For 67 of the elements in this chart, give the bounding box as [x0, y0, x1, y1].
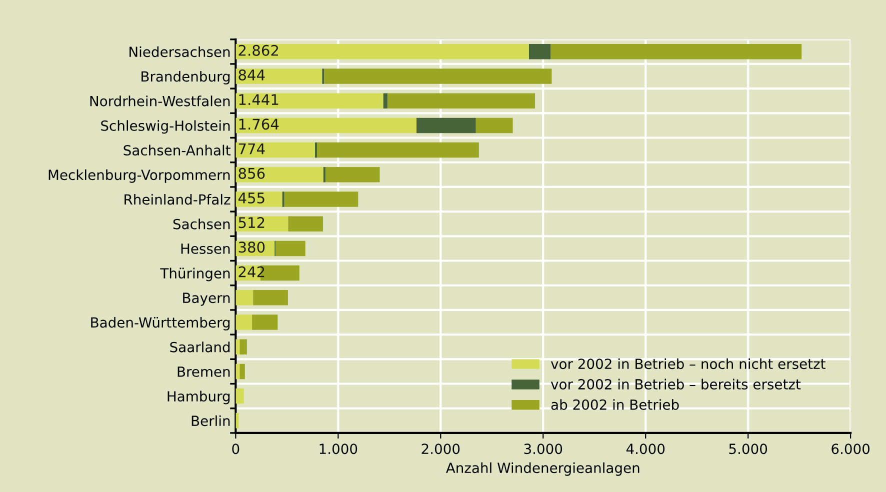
legend-label: ab 2002 in Betrieb	[551, 399, 679, 410]
data-label: 774	[238, 143, 265, 154]
y-tick-label: Sachsen-Anhalt	[124, 144, 230, 156]
bar	[383, 93, 388, 108]
x-axis-title: Anzahl Windenergieanlagen	[446, 462, 640, 476]
bar	[240, 364, 245, 380]
bar	[252, 314, 278, 330]
bar	[324, 68, 552, 84]
bar	[236, 142, 315, 158]
data-label: 856	[238, 168, 265, 179]
bar	[416, 118, 476, 134]
bar	[387, 93, 536, 108]
bar	[236, 314, 252, 330]
y-tick-label: Thüringen	[160, 268, 230, 282]
bar	[276, 240, 306, 256]
x-tick-label: 3.000	[524, 444, 562, 454]
bar	[253, 290, 288, 306]
bar	[236, 93, 384, 108]
data-label: 2.862	[238, 44, 278, 56]
bar	[528, 44, 550, 60]
x-tick-label: 2.000	[422, 444, 460, 454]
y-tick-label: Bayern	[183, 292, 230, 306]
data-label: 242	[238, 266, 264, 278]
bar	[236, 44, 529, 60]
bar	[550, 44, 802, 60]
data-label: 1.764	[239, 118, 279, 130]
y-tick-label: Mecklenburg-Vorpommern	[48, 169, 230, 183]
x-tick-label: 5.000	[729, 444, 768, 454]
legend-label: vor 2002 in Betrieb – noch nicht ersetzt	[550, 358, 826, 370]
bar	[317, 142, 479, 158]
bar	[236, 118, 416, 134]
x-tick-label: 0	[232, 444, 240, 454]
y-tick-label: Schleswig-Holstein	[101, 120, 230, 134]
bar	[236, 216, 288, 232]
bar	[236, 364, 240, 380]
y-tick-label: Saarland	[170, 342, 230, 352]
y-tick-label: Nordrhein-Westfalen	[90, 96, 230, 106]
bar	[240, 339, 247, 354]
bar	[236, 290, 254, 306]
bar	[236, 68, 322, 84]
bar	[314, 142, 318, 158]
y-tick-label: Brandenburg	[142, 70, 230, 84]
bar	[236, 167, 324, 182]
y-tick-label: Baden-Württemberg	[91, 316, 230, 330]
bar	[236, 413, 239, 428]
bar	[476, 118, 513, 134]
bar	[325, 167, 380, 182]
data-label: 512	[238, 217, 264, 228]
data-label: 1.441	[239, 94, 278, 105]
data-label: 380	[238, 242, 265, 253]
y-tick-label: Rheinland-Pfalz	[124, 194, 230, 205]
y-tick-label: Sachsen	[173, 218, 230, 230]
data-label: 844	[238, 69, 265, 80]
y-tick-label: Berlin	[192, 415, 230, 426]
bar	[288, 216, 323, 232]
x-tick-label: 6.000	[832, 444, 870, 454]
data-label: 455	[238, 192, 264, 204]
bar	[236, 388, 244, 404]
legend-label: vor 2002 in Betrieb – bereits ersetzt	[550, 378, 801, 390]
x-tick-label: 4.000	[626, 444, 665, 454]
y-tick-label: Hamburg	[168, 390, 230, 404]
y-tick-label: Niedersachsen	[130, 46, 230, 58]
y-tick-label: Hessen	[181, 244, 230, 254]
bar	[236, 339, 240, 354]
y-tick-label: Bremen	[178, 366, 230, 377]
bar	[284, 192, 358, 207]
x-tick-label: 1.000	[320, 444, 358, 454]
